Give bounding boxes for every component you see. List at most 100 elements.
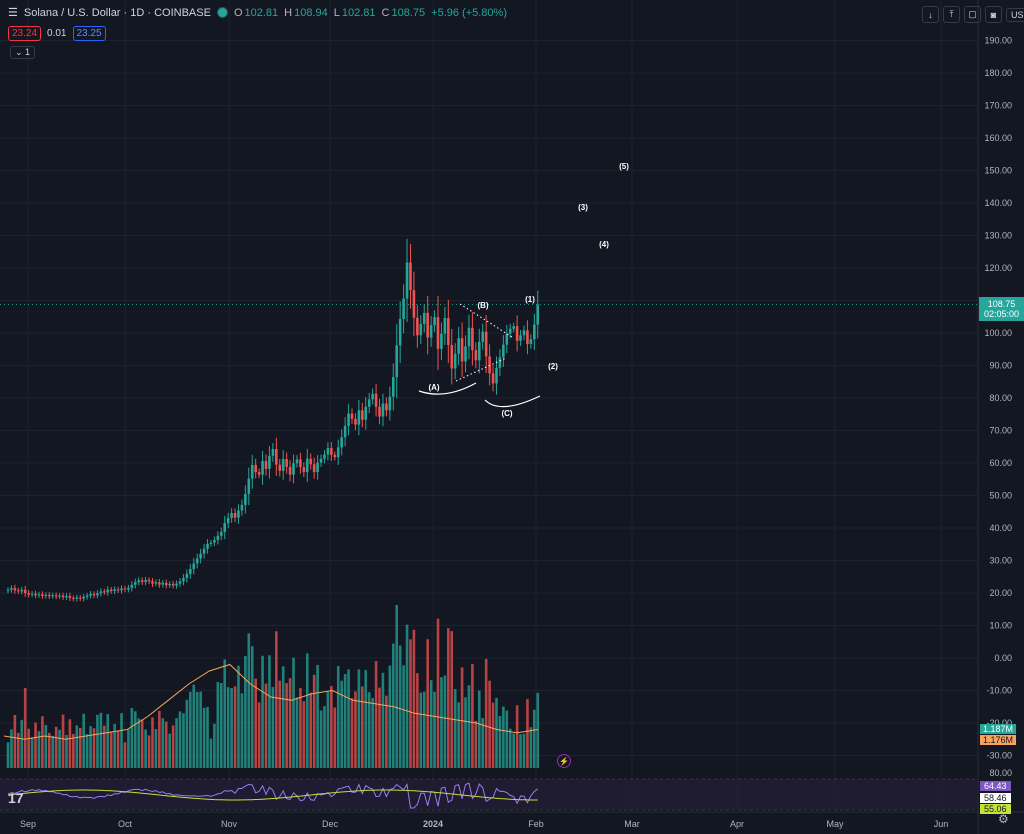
candle-body — [23, 589, 27, 593]
candle-body — [484, 331, 488, 357]
rsi-tick-label: 80.00 — [989, 768, 1012, 778]
candle-body — [123, 588, 127, 590]
volume-bar — [316, 664, 319, 768]
volume-bar — [295, 697, 299, 768]
y-tick-label: 130.00 — [984, 231, 1012, 241]
volume-bar — [495, 697, 498, 768]
candle-body — [47, 594, 51, 597]
volume-bar — [422, 691, 426, 768]
volume-bar — [453, 689, 457, 768]
candle-body — [457, 338, 460, 354]
volume-bar — [450, 631, 454, 768]
wave-label: (5) — [619, 162, 629, 171]
volume-bar — [464, 697, 467, 768]
candle-body — [54, 595, 58, 597]
wave-label: (C) — [501, 409, 512, 418]
volume-bar — [17, 732, 20, 768]
volume-bar — [278, 680, 282, 768]
candle-body — [171, 583, 175, 586]
volume-bar — [508, 728, 512, 768]
candle-body — [44, 594, 48, 596]
indicator-collapse-button[interactable]: ⌄ 1 — [10, 46, 36, 59]
candle-body — [51, 595, 55, 597]
volume-bar — [161, 718, 165, 768]
buy-button[interactable]: 23.25 — [72, 26, 106, 41]
candle-body — [347, 413, 350, 426]
candle-body — [89, 593, 92, 596]
volume-bar — [106, 714, 110, 768]
candle-body — [295, 459, 299, 464]
volume-bar — [426, 639, 429, 768]
volume-bar — [96, 714, 99, 768]
ohlc-low: L 102.81 — [333, 6, 376, 19]
candle-body — [395, 345, 399, 378]
volume-bar — [257, 702, 261, 768]
rsi-ma-line — [7, 789, 538, 801]
candle-body — [257, 472, 261, 475]
candle-body — [371, 393, 374, 400]
volume-bar — [271, 687, 275, 768]
volume-bar — [457, 702, 460, 768]
candle-body — [309, 458, 313, 465]
volume-tag: 1.187M — [980, 724, 1017, 734]
candle-body — [68, 595, 72, 598]
volume-bar — [164, 721, 168, 768]
volume-bar — [491, 702, 495, 768]
volume-bar — [522, 733, 526, 768]
x-tick-label: Apr — [730, 819, 744, 829]
candle-body — [230, 513, 233, 518]
volume-bar — [536, 692, 540, 768]
symbol-title[interactable]: Solana / U.S. Dollar · 1D · COINBASE — [23, 6, 211, 19]
candle-body — [467, 327, 471, 347]
volume-bar — [20, 719, 24, 768]
candle-body — [288, 466, 292, 475]
candle-body — [388, 396, 392, 411]
volume-bar — [30, 737, 34, 768]
volume-bar — [154, 729, 158, 768]
volume-bar — [467, 685, 471, 768]
price-axis: 190.00 180.00 170.00 160.00 150.00 140.00 130.… — [984, 36, 1012, 761]
volume-bar — [367, 692, 371, 768]
candle-body — [6, 589, 10, 591]
candle-body — [333, 454, 337, 458]
candle-body — [278, 464, 282, 471]
y-tick-label: 180.00 — [984, 68, 1012, 78]
volume-bar — [27, 728, 30, 768]
volume-bar — [85, 734, 89, 768]
candle-body — [65, 595, 68, 598]
x-tick-label: Mar — [624, 819, 640, 829]
volume-bar — [350, 698, 354, 768]
camera-icon[interactable]: ◙ — [985, 6, 1002, 23]
fullscreen-icon[interactable]: ▢ — [964, 6, 981, 23]
candle-body — [519, 335, 522, 341]
sell-button[interactable]: 23.24 — [8, 26, 42, 41]
volume-bar — [502, 706, 505, 768]
volume-bar — [381, 672, 385, 768]
volume-bar — [89, 726, 92, 768]
x-tick-label: Sep — [20, 819, 36, 829]
candle-body — [92, 593, 96, 596]
volume-bar — [51, 735, 55, 768]
candle-body — [20, 589, 24, 592]
lightning-icon[interactable]: ⚡ — [557, 754, 571, 768]
currency-select[interactable]: USD — [1006, 7, 1024, 22]
volume-bar — [292, 657, 295, 768]
gear-icon[interactable]: ⚙ — [998, 812, 1009, 826]
volume-bar — [34, 722, 37, 768]
candle-body — [30, 593, 34, 595]
candle-body — [409, 262, 412, 291]
volume-bar — [474, 720, 478, 768]
volume-bar — [433, 691, 436, 768]
volume-bar — [192, 684, 196, 768]
candle-body — [450, 345, 454, 369]
candle-body — [464, 346, 467, 362]
y-tick-label: 190.00 — [984, 36, 1012, 46]
volume-bar — [72, 733, 75, 768]
candle-body — [405, 262, 409, 299]
down-arrow-icon[interactable]: ↓ — [922, 6, 939, 23]
upload-icon[interactable]: ⤒ — [943, 6, 960, 23]
chart-grid — [0, 0, 979, 834]
menu-icon[interactable]: ☰ — [8, 7, 18, 19]
candle-body — [185, 573, 189, 579]
